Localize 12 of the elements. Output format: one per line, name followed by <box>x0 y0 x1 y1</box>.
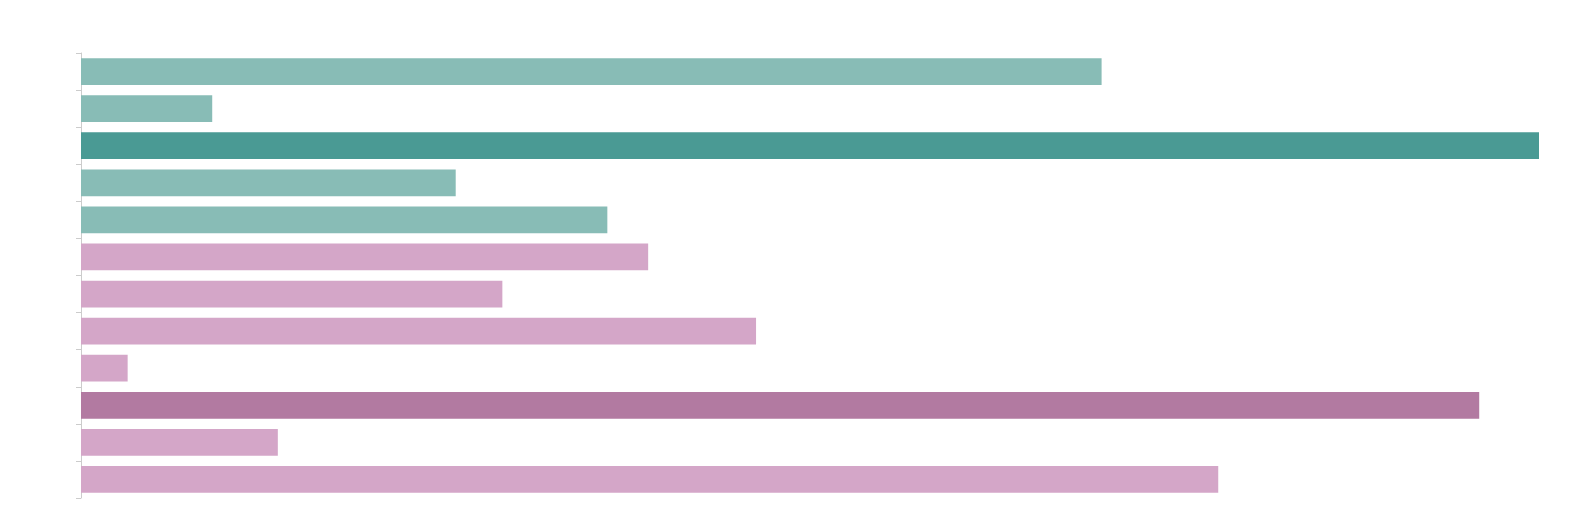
bar <box>81 58 1102 85</box>
bar <box>81 132 1539 160</box>
bar <box>81 280 503 308</box>
bar <box>81 317 757 345</box>
bar <box>81 243 649 271</box>
bar <box>81 391 1480 419</box>
bar <box>81 466 1219 493</box>
bar <box>81 95 213 122</box>
bar <box>81 429 278 456</box>
bar <box>81 354 128 382</box>
bar <box>81 169 456 197</box>
bar <box>81 206 608 234</box>
